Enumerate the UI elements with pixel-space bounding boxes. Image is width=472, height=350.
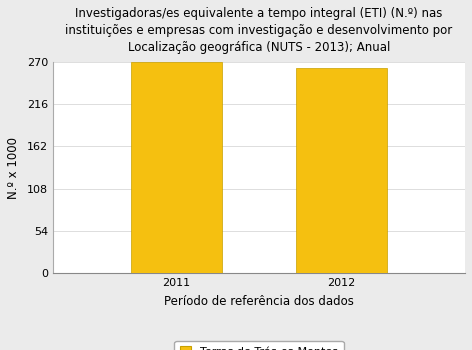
Title: Investigadoras/es equivalente a tempo integral (ETI) (N.º) nas
instituições e em: Investigadoras/es equivalente a tempo in… — [66, 7, 453, 54]
Legend: Terras de Trás-os-Montes: Terras de Trás-os-Montes — [175, 341, 344, 350]
X-axis label: Período de referência dos dados: Período de referência dos dados — [164, 295, 354, 308]
Bar — [296, 68, 387, 273]
Y-axis label: N.º x 1000: N.º x 1000 — [7, 136, 20, 198]
Bar — [131, 62, 222, 273]
